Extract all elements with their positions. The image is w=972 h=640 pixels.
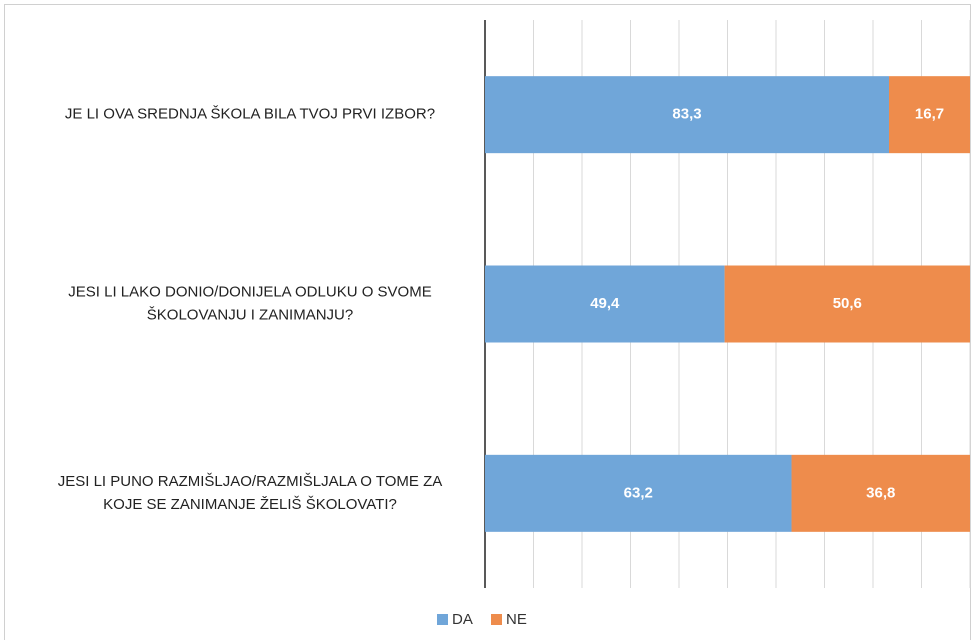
bar [724,265,970,343]
value-label: 50,6 [833,295,862,312]
category-label: JESI LI LAKO DONIO/DONIJELA ODLUKU O SVO… [68,283,431,323]
value-label: 63,2 [624,484,653,501]
value-label: 36,8 [866,484,895,501]
legend-swatch [491,614,502,625]
category-label-line: JESI LI LAKO DONIO/DONIJELA ODLUKU O SVO… [68,283,431,300]
bar [485,454,792,532]
category-label: JE LI OVA SREDNJA ŠKOLA BILA TVOJ PRVI I… [65,106,435,123]
bar [485,76,890,154]
category-label-line: JE LI OVA SREDNJA ŠKOLA BILA TVOJ PRVI I… [65,106,435,123]
bar [791,454,970,532]
value-label: 49,4 [590,295,620,312]
bar [889,76,970,154]
category-label-line: KOJE SE ZANIMANJE ŽELIŠ ŠKOLOVATI? [103,496,397,513]
legend-label: DA [452,611,473,628]
value-label: 83,3 [672,106,701,123]
category-label-line: ŠKOLOVANJU I ZANIMANJU? [147,306,353,323]
bar [485,265,725,343]
legend-swatch [437,614,448,625]
value-label: 16,7 [915,106,944,123]
category-label-line: JESI LI PUNO RAZMIŠLJAO/RAZMIŠLJALA O TO… [58,473,443,490]
category-label: JESI LI PUNO RAZMIŠLJAO/RAZMIŠLJALA O TO… [58,473,443,513]
legend-label: NE [506,611,527,628]
